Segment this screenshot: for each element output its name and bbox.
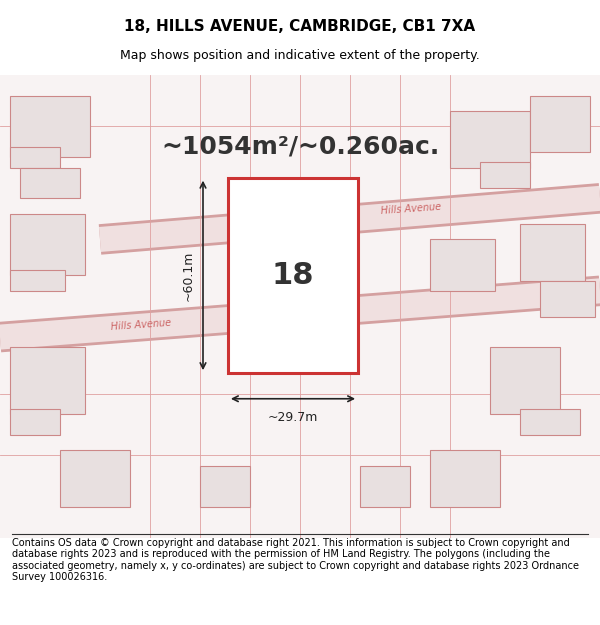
- Bar: [540, 281, 595, 316]
- Text: 18: 18: [272, 261, 314, 290]
- Bar: [10, 96, 90, 158]
- Bar: [430, 450, 500, 507]
- Text: ~60.1m: ~60.1m: [182, 250, 195, 301]
- Bar: [60, 450, 130, 507]
- Bar: [490, 348, 560, 414]
- Bar: [10, 348, 85, 414]
- Bar: [360, 466, 410, 507]
- Bar: [430, 239, 495, 291]
- Bar: [520, 224, 585, 281]
- Bar: [10, 147, 60, 168]
- Text: 18, HILLS AVENUE, CAMBRIDGE, CB1 7XA: 18, HILLS AVENUE, CAMBRIDGE, CB1 7XA: [124, 19, 476, 34]
- Bar: [10, 409, 60, 435]
- Bar: [20, 168, 80, 198]
- Text: Hills Avenue: Hills Avenue: [380, 201, 441, 216]
- Text: Hills Avenue: Hills Avenue: [110, 318, 171, 332]
- Text: ~29.7m: ~29.7m: [268, 411, 318, 424]
- Bar: [200, 466, 250, 507]
- Bar: [10, 270, 65, 291]
- Bar: [520, 409, 580, 435]
- Bar: [450, 111, 530, 168]
- Text: Map shows position and indicative extent of the property.: Map shows position and indicative extent…: [120, 49, 480, 62]
- Bar: [228, 177, 358, 373]
- Bar: [10, 214, 85, 276]
- Bar: [480, 162, 530, 188]
- Text: Contains OS data © Crown copyright and database right 2021. This information is : Contains OS data © Crown copyright and d…: [12, 538, 579, 582]
- Bar: [530, 96, 590, 152]
- Text: ~1054m²/~0.260ac.: ~1054m²/~0.260ac.: [161, 135, 439, 159]
